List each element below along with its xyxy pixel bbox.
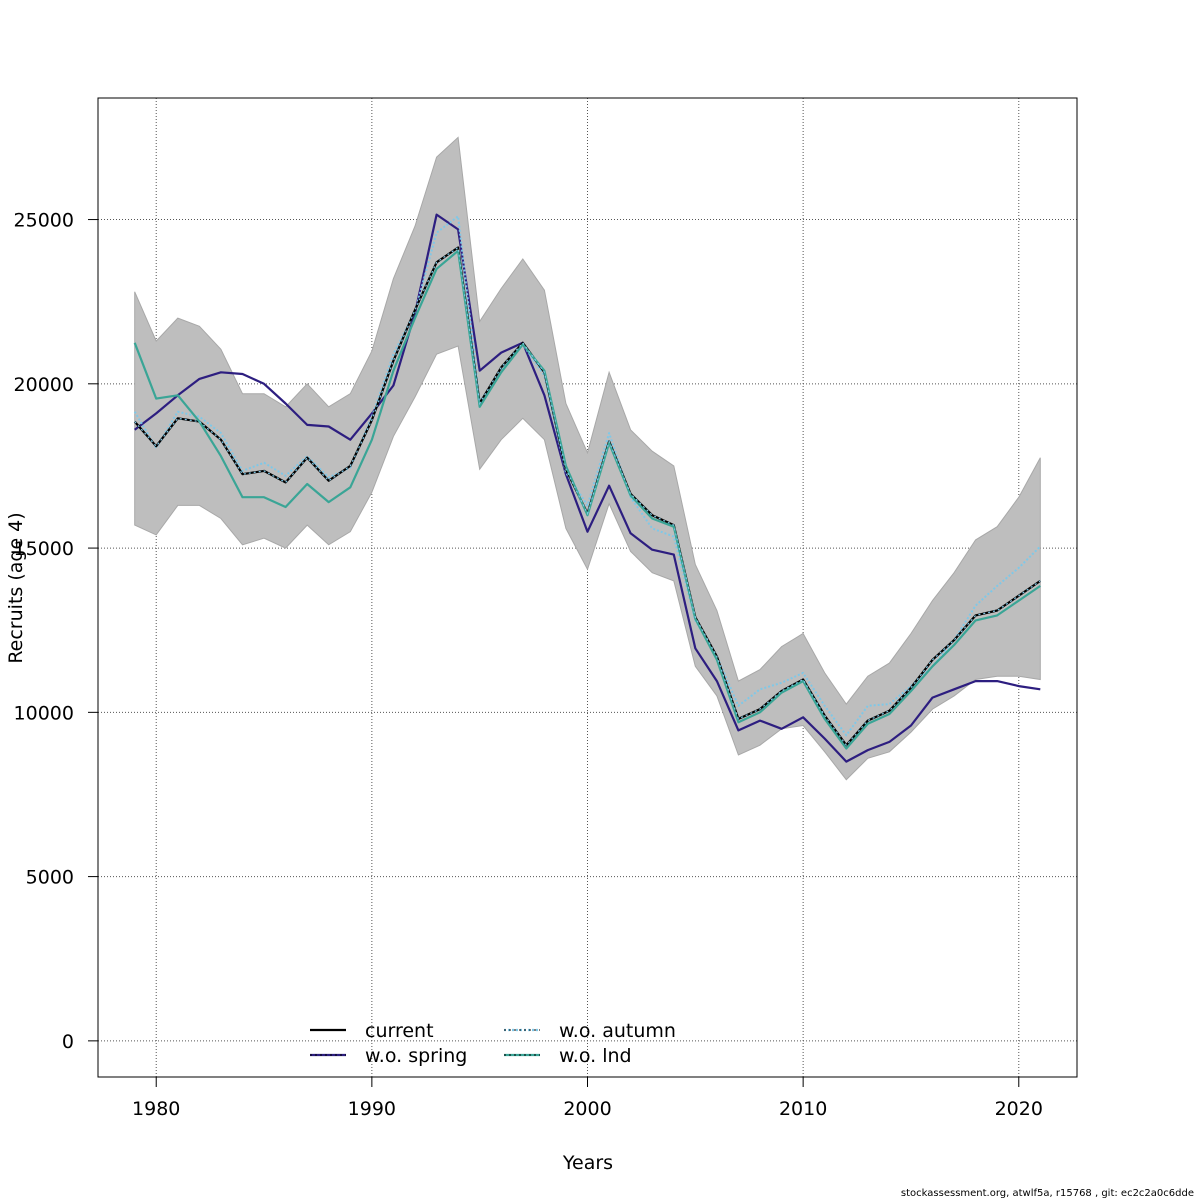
y-tick-label: 5000	[26, 867, 74, 889]
x-tick-label: 1980	[132, 1098, 180, 1120]
series-line-w-o-spring	[134, 213, 1041, 763]
x-axis-title: Years	[562, 1152, 613, 1174]
legend-label-w-o-autumn: w.o. autumn	[559, 1020, 676, 1042]
x-tick-label: 2000	[563, 1098, 611, 1120]
x-tick-label: 2020	[995, 1098, 1043, 1120]
y-tick-label: 25000	[14, 210, 74, 232]
y-tick-label: 15000	[14, 538, 74, 560]
legend-label-w-o-spring: w.o. spring	[365, 1045, 467, 1067]
series-layer	[133, 213, 1042, 763]
x-tick-label: 1990	[348, 1098, 396, 1120]
y-tick-label: 0	[62, 1031, 74, 1053]
confidence-band	[134, 136, 1041, 781]
y-tick-label: 10000	[14, 702, 74, 724]
y-tick-label: 20000	[14, 374, 74, 396]
confidence-band-layer	[134, 136, 1041, 781]
axis-layer: 1980 1990 2000 2010 2020 0 5000 10000 15000 20000…	[14, 210, 1043, 1120]
series-line-w-o-lnd	[133, 249, 1041, 750]
series-line-current-overlay	[134, 246, 1041, 747]
legend-label-current: current	[365, 1020, 434, 1042]
footer-credit: stockassessment.org, atwlf5a, r15768 , g…	[900, 1188, 1194, 1199]
legend-label-w-o-lnd: w.o. lnd	[559, 1045, 632, 1067]
y-axis-title: Recruits (age 4)	[5, 512, 27, 663]
series-line-w-o-autumn	[133, 215, 1042, 737]
x-tick-label: 2010	[779, 1098, 827, 1120]
legend: current w.o. spring w.o. autumn w.o. lnd	[310, 1020, 676, 1067]
grid-layer	[98, 98, 1077, 1077]
